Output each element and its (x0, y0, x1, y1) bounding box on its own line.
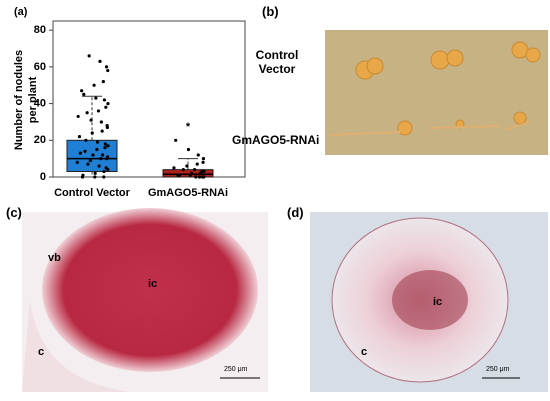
point (201, 160, 205, 164)
point (102, 98, 107, 102)
point (82, 92, 86, 97)
point (101, 79, 105, 84)
x-tick-label: Control Vector (54, 187, 131, 199)
point (181, 168, 185, 172)
point (185, 164, 189, 168)
point (100, 129, 104, 133)
point (101, 153, 105, 157)
point (106, 144, 110, 148)
point (196, 153, 200, 157)
annotation: vb (48, 252, 61, 264)
panel-label: (a) (14, 6, 28, 18)
annotation: * (186, 121, 191, 133)
panel-label: (d) (287, 205, 304, 220)
point (104, 105, 108, 109)
point (198, 171, 202, 175)
point (76, 114, 80, 119)
point (75, 160, 79, 164)
point (98, 59, 102, 63)
point (102, 169, 106, 174)
panel-label: (c) (6, 205, 22, 220)
point (80, 175, 85, 179)
point (87, 54, 91, 58)
annotation: c (38, 346, 45, 358)
y-axis-label: Number of nodules per plant (13, 50, 39, 150)
point (174, 138, 178, 142)
point (103, 142, 107, 146)
point (92, 83, 96, 87)
y-label-line: per plant (27, 76, 39, 123)
point (172, 166, 176, 170)
point (90, 131, 94, 135)
point (99, 120, 103, 124)
cortex (22, 300, 130, 392)
nodules (355, 41, 541, 136)
scale-label: 250 μm (224, 366, 248, 373)
point (193, 168, 197, 172)
y-tick-label: 60 (34, 61, 46, 73)
y-tick-label: 0 (40, 171, 46, 183)
row-label: GmAGO5-RNAi (232, 133, 320, 147)
point (97, 164, 101, 168)
point (106, 68, 110, 73)
roots (329, 121, 531, 136)
point (84, 138, 88, 142)
point (186, 147, 191, 152)
point (176, 173, 180, 177)
annotation: ic (148, 278, 158, 290)
point (96, 109, 101, 113)
point (88, 158, 92, 163)
box (162, 169, 214, 178)
point (201, 157, 206, 161)
point (195, 162, 199, 166)
point (80, 89, 84, 93)
point (197, 175, 202, 179)
y-label-line: Number of nodules (13, 50, 25, 150)
point (93, 175, 97, 179)
point (89, 118, 93, 122)
point (103, 146, 107, 150)
tissue (42, 208, 258, 372)
point (95, 140, 100, 144)
point (99, 157, 103, 161)
y-tick-label: 20 (34, 134, 46, 146)
point (102, 175, 106, 179)
point (85, 111, 89, 115)
point (106, 168, 110, 172)
scale-label: 250 μm (486, 366, 510, 373)
point (93, 171, 97, 175)
point (86, 162, 90, 166)
plot-frame (52, 20, 246, 178)
y-tick-label: 80 (34, 24, 46, 36)
panel-label: (b) (262, 4, 279, 19)
point (105, 125, 110, 130)
annotation: ic (433, 296, 443, 308)
point (83, 149, 87, 153)
point (91, 153, 95, 157)
infected-cells (392, 270, 468, 330)
point (188, 173, 192, 177)
row-label: Control Vector (255, 48, 299, 76)
point (106, 101, 110, 106)
point (105, 157, 109, 161)
annotation: c (361, 346, 368, 358)
point (94, 96, 98, 100)
point (104, 65, 109, 69)
point (78, 151, 82, 155)
x-tick-label: GmAGO5-RNAi (148, 187, 228, 199)
point (95, 147, 99, 152)
point (200, 175, 205, 179)
point (77, 135, 82, 139)
point (194, 175, 198, 179)
y-tick-label: 40 (34, 97, 46, 109)
point (202, 169, 206, 174)
